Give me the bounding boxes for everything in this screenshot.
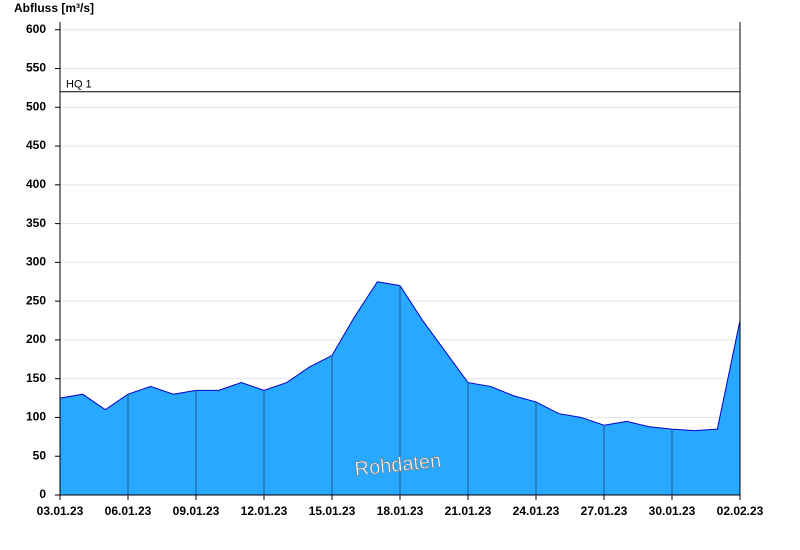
x-tick-label: 15.01.23 [309,504,356,518]
x-tick-label: 30.01.23 [649,504,696,518]
line [59,281,741,432]
y-tick-label: 100 [26,410,46,424]
y-axis-title: Abfluss [m³/s] [14,1,94,15]
y-tick-label: 500 [26,99,46,113]
y-tick-label: 400 [26,177,46,191]
y-tick-label: 300 [26,255,46,269]
x-tick-label: 27.01.23 [581,504,628,518]
y-tick-label: 200 [26,332,46,346]
y-tick-label: 50 [33,448,47,462]
y-tick-label: 0 [39,487,46,501]
x-tick-label: 24.01.23 [513,504,560,518]
y-tick-label: 250 [26,293,46,307]
x-tick-label: 09.01.23 [173,504,220,518]
x-tick-label: 02.02.23 [717,504,764,518]
x-tick-label: 18.01.23 [377,504,424,518]
x-tick-label: 03.01.23 [37,504,84,518]
threshold-label: HQ 1 [66,79,92,91]
x-tick-label: 21.01.23 [445,504,492,518]
y-tick-label: 550 [26,61,46,75]
y-tick-label: 350 [26,216,46,230]
x-tick-label: 12.01.23 [241,504,288,518]
x-tick-label: 06.01.23 [105,504,152,518]
y-tick-label: 150 [26,371,46,385]
y-tick-label: 450 [26,138,46,152]
y-tick-label: 600 [26,22,46,36]
